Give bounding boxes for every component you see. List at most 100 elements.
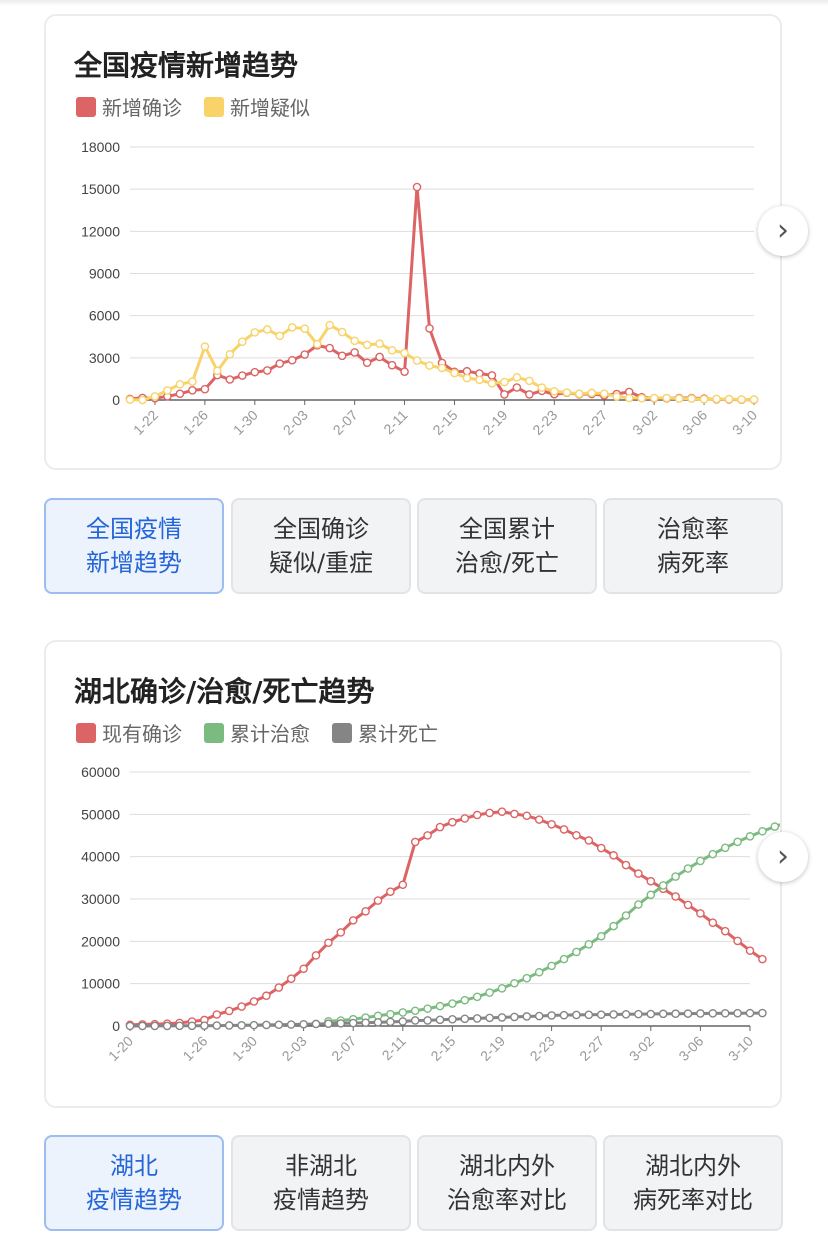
data-point[interactable]	[550, 386, 559, 396]
data-point[interactable]	[224, 1006, 234, 1016]
data-point[interactable]	[624, 393, 634, 403]
data-point[interactable]	[361, 1018, 370, 1027]
tab-hubei-trend[interactable]: 湖北 疫情趋势	[44, 1135, 224, 1231]
data-point[interactable]	[460, 995, 470, 1005]
data-point[interactable]	[720, 1008, 730, 1018]
data-point[interactable]	[609, 851, 618, 860]
data-point[interactable]	[572, 830, 581, 840]
data-point[interactable]	[224, 1021, 234, 1030]
tab-non-hubei-trend[interactable]: 非湖北 疫情趋势	[231, 1135, 411, 1231]
data-point[interactable]	[634, 900, 643, 909]
data-point[interactable]	[584, 1010, 594, 1020]
data-point[interactable]	[687, 394, 696, 403]
data-point[interactable]	[485, 808, 494, 818]
data-point[interactable]	[387, 345, 397, 355]
data-point[interactable]	[325, 343, 334, 353]
data-point[interactable]	[200, 1021, 209, 1030]
data-point[interactable]	[584, 836, 594, 845]
data-point[interactable]	[238, 337, 247, 346]
data-point[interactable]	[337, 327, 347, 337]
data-point[interactable]	[286, 1020, 296, 1029]
data-point[interactable]	[262, 1020, 271, 1030]
data-point[interactable]	[412, 356, 422, 365]
legend-item-total-cured[interactable]: 累计治愈	[204, 718, 310, 747]
data-point[interactable]	[187, 1021, 197, 1031]
data-point[interactable]	[162, 1021, 172, 1031]
data-point[interactable]	[547, 961, 556, 971]
data-point[interactable]	[522, 1012, 532, 1021]
data-point[interactable]	[262, 991, 271, 1001]
legend-item-total-dead[interactable]: 累计死亡	[332, 718, 438, 747]
data-point[interactable]	[708, 918, 718, 928]
data-point[interactable]	[634, 1009, 643, 1019]
data-point[interactable]	[362, 340, 372, 350]
data-point[interactable]	[387, 360, 397, 370]
data-point[interactable]	[287, 322, 297, 332]
data-point[interactable]	[362, 358, 372, 368]
data-point[interactable]	[708, 1009, 718, 1018]
data-point[interactable]	[423, 1016, 432, 1025]
data-point[interactable]	[435, 1015, 445, 1025]
data-point[interactable]	[572, 1010, 581, 1020]
data-point[interactable]	[448, 817, 457, 827]
data-point[interactable]	[758, 826, 767, 836]
data-point[interactable]	[311, 951, 321, 960]
data-point[interactable]	[238, 371, 247, 380]
data-point[interactable]	[596, 931, 606, 941]
data-point[interactable]	[646, 1009, 656, 1019]
data-point[interactable]	[559, 825, 569, 834]
data-point[interactable]	[724, 394, 734, 404]
data-point[interactable]	[534, 1011, 544, 1021]
data-point[interactable]	[596, 1010, 606, 1019]
data-point[interactable]	[275, 359, 285, 368]
data-point[interactable]	[547, 819, 556, 829]
data-point[interactable]	[460, 814, 470, 823]
tab-hubei-cure-rate-compare[interactable]: 湖北内外 治愈率对比	[417, 1135, 597, 1231]
data-point[interactable]	[522, 973, 532, 983]
data-point[interactable]	[348, 916, 358, 925]
data-point[interactable]	[250, 328, 260, 337]
data-point[interactable]	[671, 892, 680, 901]
data-point[interactable]	[634, 869, 643, 878]
data-point[interactable]	[250, 367, 260, 377]
data-point[interactable]	[712, 394, 721, 404]
data-point[interactable]	[361, 906, 370, 916]
data-point[interactable]	[249, 1020, 259, 1030]
data-point[interactable]	[213, 366, 222, 376]
data-point[interactable]	[500, 390, 509, 399]
tab-cure-death-rate[interactable]: 治愈率 病死率	[603, 498, 783, 594]
data-point[interactable]	[587, 388, 597, 398]
legend-item-new-suspected[interactable]: 新增疑似	[204, 92, 310, 121]
data-point[interactable]	[163, 386, 172, 395]
data-point[interactable]	[497, 1013, 507, 1022]
data-point[interactable]	[200, 384, 210, 394]
data-point[interactable]	[696, 856, 705, 866]
data-point[interactable]	[410, 1006, 420, 1016]
data-point[interactable]	[699, 394, 709, 404]
data-point[interactable]	[425, 361, 434, 370]
data-point[interactable]	[188, 386, 197, 395]
data-point[interactable]	[510, 978, 519, 988]
data-point[interactable]	[150, 392, 160, 401]
data-point[interactable]	[609, 921, 618, 931]
tab-national-confirmed-suspected[interactable]: 全国确诊 疑似/重症	[231, 498, 411, 594]
data-point[interactable]	[225, 375, 235, 384]
data-point[interactable]	[275, 331, 285, 341]
data-point[interactable]	[150, 1021, 160, 1031]
data-point[interactable]	[412, 182, 422, 192]
data-point[interactable]	[525, 390, 534, 399]
data-point[interactable]	[733, 936, 742, 946]
data-point[interactable]	[348, 1018, 358, 1028]
data-point[interactable]	[300, 324, 310, 334]
data-point[interactable]	[287, 355, 297, 365]
legend-item-new-confirmed[interactable]: 新增确诊	[76, 92, 182, 121]
data-point[interactable]	[423, 1004, 432, 1013]
data-point[interactable]	[423, 831, 432, 840]
data-point[interactable]	[175, 1021, 184, 1031]
data-point[interactable]	[386, 887, 395, 896]
data-point[interactable]	[410, 837, 420, 847]
data-point[interactable]	[212, 1021, 222, 1030]
data-point[interactable]	[373, 896, 383, 905]
data-point[interactable]	[462, 373, 472, 383]
data-point[interactable]	[658, 1009, 668, 1019]
